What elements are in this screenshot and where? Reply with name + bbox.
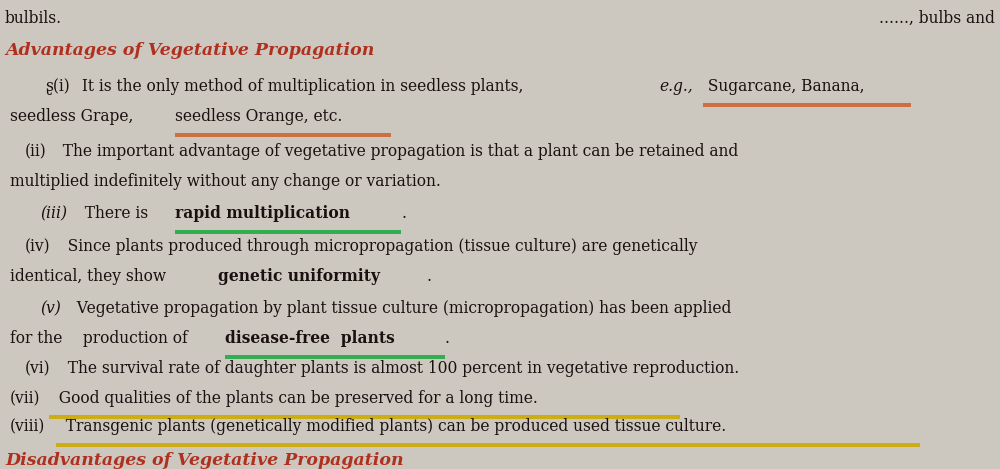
Bar <box>49 415 680 418</box>
Text: (vii): (vii) <box>10 390 40 407</box>
Text: Since plants produced through micropropagation (tissue culture) are genetically: Since plants produced through micropropa… <box>58 238 698 255</box>
Text: production of: production of <box>78 330 192 347</box>
Bar <box>56 443 920 446</box>
Bar <box>703 103 911 106</box>
Text: e.g.,: e.g., <box>659 78 693 95</box>
Text: ......, bulbs and: ......, bulbs and <box>879 10 995 27</box>
Text: ʂ(i): ʂ(i) <box>45 78 70 95</box>
Text: (iii): (iii) <box>40 205 67 222</box>
Text: Sugarcane, Banana,: Sugarcane, Banana, <box>703 78 864 95</box>
Text: seedless Orange, etc.: seedless Orange, etc. <box>175 108 343 125</box>
Text: Disadvantages of Vegetative Propagation: Disadvantages of Vegetative Propagation <box>5 452 404 469</box>
Text: seedless Grape,: seedless Grape, <box>10 108 138 125</box>
Text: (vi): (vi) <box>25 360 51 377</box>
Text: (iv): (iv) <box>25 238 51 255</box>
Text: Good qualities of the plants can be preserved for a long time.: Good qualities of the plants can be pres… <box>49 390 538 407</box>
Bar <box>175 133 391 136</box>
Text: Vegetative propagation by plant tissue culture (micropropagation) has been appli: Vegetative propagation by plant tissue c… <box>67 300 731 317</box>
Text: Advantages of Vegetative Propagation: Advantages of Vegetative Propagation <box>5 42 374 59</box>
Text: for the: for the <box>10 330 62 347</box>
Text: .: . <box>427 268 432 285</box>
Text: bulbils.: bulbils. <box>5 10 62 27</box>
Bar <box>175 230 401 234</box>
Text: Transgenic plants (genetically modified plants) can be produced used tissue cult: Transgenic plants (genetically modified … <box>56 418 726 435</box>
Text: There is: There is <box>75 205 153 222</box>
Text: .: . <box>401 205 406 222</box>
Text: rapid multiplication: rapid multiplication <box>175 205 350 222</box>
Text: The survival rate of daughter plants is almost 100 percent in vegetative reprodu: The survival rate of daughter plants is … <box>58 360 739 377</box>
Text: .: . <box>445 330 450 347</box>
Text: (viii): (viii) <box>10 418 45 435</box>
Text: (ii): (ii) <box>25 143 47 160</box>
Bar <box>225 355 445 359</box>
Text: The important advantage of vegetative propagation is that a plant can be retaine: The important advantage of vegetative pr… <box>53 143 738 160</box>
Text: genetic uniformity: genetic uniformity <box>218 268 380 285</box>
Text: identical, they show: identical, they show <box>10 268 171 285</box>
Text: (v): (v) <box>40 300 61 317</box>
Text: disease-free  plants: disease-free plants <box>225 330 395 347</box>
Text: multiplied indefinitely without any change or variation.: multiplied indefinitely without any chan… <box>10 173 441 190</box>
Text: It is the only method of multiplication in seedless plants,: It is the only method of multiplication … <box>77 78 528 95</box>
